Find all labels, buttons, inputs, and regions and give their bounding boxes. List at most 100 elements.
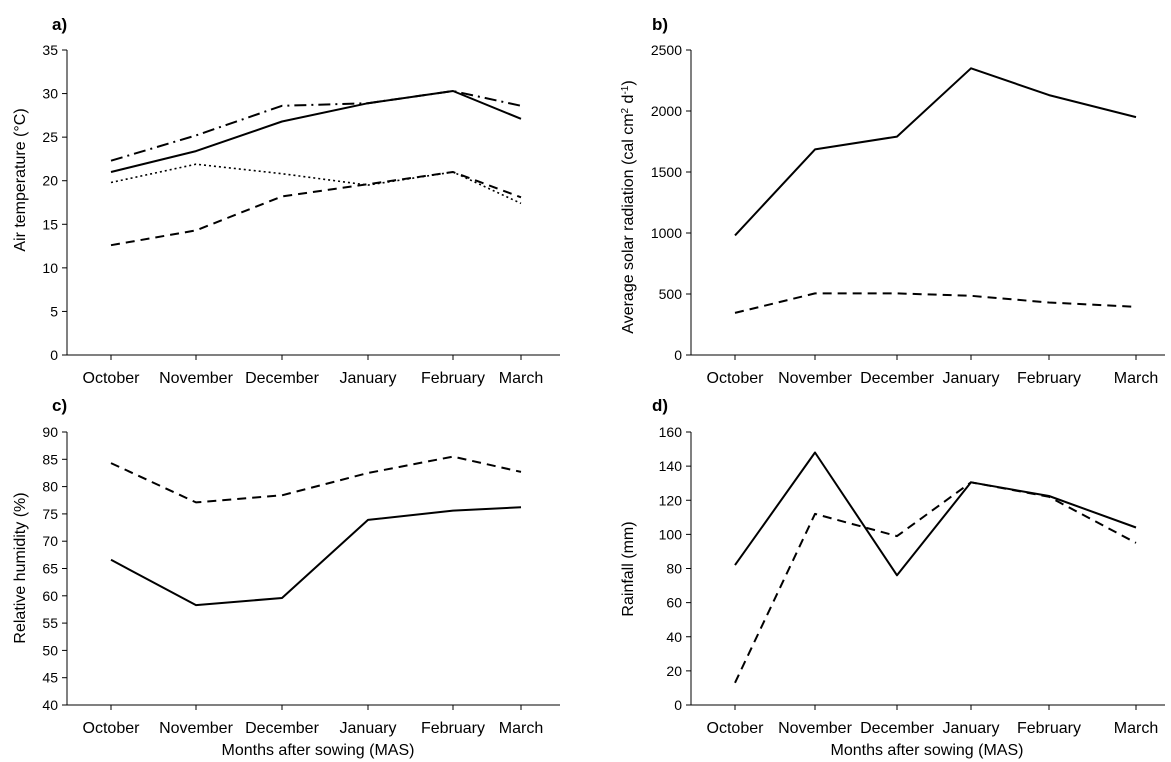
x-tick-label: November xyxy=(159,370,233,387)
panel-a-label: a) xyxy=(52,15,67,34)
y-tick-label: 120 xyxy=(659,492,683,508)
x-tick-label: December xyxy=(860,720,934,737)
y-tick-label: 100 xyxy=(659,526,683,542)
panel-b-y-axis-title-sup-2: -1 xyxy=(620,85,631,94)
y-tick-label: 80 xyxy=(42,479,58,495)
y-tick-label: 160 xyxy=(659,424,683,440)
series-line-dashed xyxy=(734,481,1137,684)
panel-b-y-axis-title-main: Average solar radiation (cal cm xyxy=(620,113,637,333)
y-tick-label: 40 xyxy=(42,697,58,713)
x-tick-label: February xyxy=(1017,720,1081,737)
x-tick-label: October xyxy=(707,370,765,387)
y-tick-label: 0 xyxy=(674,347,682,363)
y-tick-label: 80 xyxy=(666,561,682,577)
x-tick-label: December xyxy=(860,370,934,387)
y-tick-label: 15 xyxy=(42,216,58,232)
y-tick-label: 90 xyxy=(42,424,58,440)
y-tick-label: 70 xyxy=(42,533,58,549)
series-line-dashed xyxy=(110,455,522,504)
y-tick-label: 55 xyxy=(42,615,58,631)
x-tick-label: February xyxy=(421,370,485,387)
x-tick-label: January xyxy=(943,370,1000,387)
y-tick-label: 20 xyxy=(666,663,682,679)
y-tick-label: 85 xyxy=(42,451,58,467)
panel-c-relative-humidity: c) Relative humidity (%) Months after so… xyxy=(12,396,560,759)
y-tick-label: 50 xyxy=(42,642,58,658)
x-tick-label: December xyxy=(245,370,319,387)
series-line-solid xyxy=(734,451,1137,577)
panel-b-y-axis-title: Average solar radiation (cal cm2 d-1) xyxy=(620,80,637,333)
x-tick-label: March xyxy=(499,370,543,387)
panel-b-label: b) xyxy=(652,15,668,34)
panel-b-y-axis-title-end: ) xyxy=(620,80,637,85)
x-tick-label: March xyxy=(1114,370,1158,387)
series-line-dotted xyxy=(110,163,522,205)
x-tick-label: January xyxy=(943,720,1000,737)
x-tick-label: February xyxy=(421,720,485,737)
panel-c-y-axis-title: Relative humidity (%) xyxy=(12,492,29,643)
x-tick-label: January xyxy=(340,370,397,387)
series-line-solid xyxy=(110,506,522,607)
x-tick-label: October xyxy=(83,370,141,387)
panel-d-label: d) xyxy=(652,396,668,415)
y-tick-label: 1000 xyxy=(651,225,682,241)
y-tick-label: 40 xyxy=(666,629,682,645)
x-tick-label: November xyxy=(778,720,852,737)
panel-b-y-axis-title-sup-1: 2 xyxy=(620,107,631,113)
panel-c-x-ticks: October November December January February Ma… xyxy=(83,705,543,737)
x-tick-label: October xyxy=(83,720,141,737)
y-tick-label: 60 xyxy=(42,588,58,604)
panel-d-series xyxy=(734,451,1137,684)
series-line-dashed xyxy=(734,292,1137,314)
panel-b-series xyxy=(734,67,1137,314)
x-tick-label: March xyxy=(499,720,543,737)
y-tick-label: 30 xyxy=(42,86,58,102)
x-tick-label: February xyxy=(1017,370,1081,387)
panel-b-solar-radiation: b) Average solar radiation (cal cm2 d-1)… xyxy=(620,15,1165,387)
panel-d-y-axis-title: Rainfall (mm) xyxy=(620,521,637,616)
panel-b-axes xyxy=(690,50,1165,356)
y-tick-label: 60 xyxy=(666,595,682,611)
y-tick-label: 5 xyxy=(50,303,58,319)
panel-a-y-ticks: 0 5 10 15 20 25 30 35 xyxy=(42,42,67,363)
panel-c-series xyxy=(110,455,522,607)
panel-b-y-axis-title-mid: d xyxy=(620,95,637,108)
panel-a-y-axis-title: Air temperature (°C) xyxy=(12,108,29,251)
panel-a-axes xyxy=(66,50,560,356)
y-tick-label: 75 xyxy=(42,506,58,522)
y-tick-label: 35 xyxy=(42,42,58,58)
panel-a-air-temperature: a) Air temperature (°C) 0 5 10 15 20 25 30 35 O… xyxy=(12,15,560,387)
panel-d-x-axis-title: Months after sowing (MAS) xyxy=(831,742,1024,759)
y-tick-label: 0 xyxy=(50,347,58,363)
series-line-dashdot xyxy=(110,90,522,162)
series-line-solid xyxy=(734,67,1137,237)
y-tick-label: 10 xyxy=(42,260,58,276)
y-tick-label: 65 xyxy=(42,561,58,577)
y-tick-label: 45 xyxy=(42,670,58,686)
x-tick-label: December xyxy=(245,720,319,737)
panel-d-axes xyxy=(690,432,1165,706)
x-tick-label: March xyxy=(1114,720,1158,737)
x-tick-label: November xyxy=(778,370,852,387)
y-tick-label: 140 xyxy=(659,458,683,474)
x-tick-label: January xyxy=(340,720,397,737)
panel-c-y-ticks: 40 45 50 55 60 65 70 75 80 85 90 xyxy=(42,424,67,713)
panel-b-y-ticks: 0 500 1000 1500 2000 2500 xyxy=(651,42,691,363)
y-tick-label: 2000 xyxy=(651,103,682,119)
panel-c-label: c) xyxy=(52,396,67,415)
series-line-dashed xyxy=(110,171,522,247)
y-tick-label: 500 xyxy=(659,286,683,302)
panel-a-series xyxy=(110,90,522,247)
y-tick-label: 20 xyxy=(42,173,58,189)
x-tick-label: November xyxy=(159,720,233,737)
series-line-solid xyxy=(110,90,522,173)
panel-b-x-ticks: October November December January February Ma… xyxy=(707,355,1158,387)
y-tick-label: 0 xyxy=(674,697,682,713)
panel-a-x-ticks: October November December January February Ma… xyxy=(83,355,543,387)
panel-c-x-axis-title: Months after sowing (MAS) xyxy=(222,742,415,759)
panel-d-x-ticks: October November December January February Ma… xyxy=(707,705,1158,737)
x-tick-label: October xyxy=(707,720,765,737)
panel-d-y-ticks: 0 20 40 60 80 100 120 140 160 xyxy=(659,424,691,713)
y-tick-label: 25 xyxy=(42,129,58,145)
